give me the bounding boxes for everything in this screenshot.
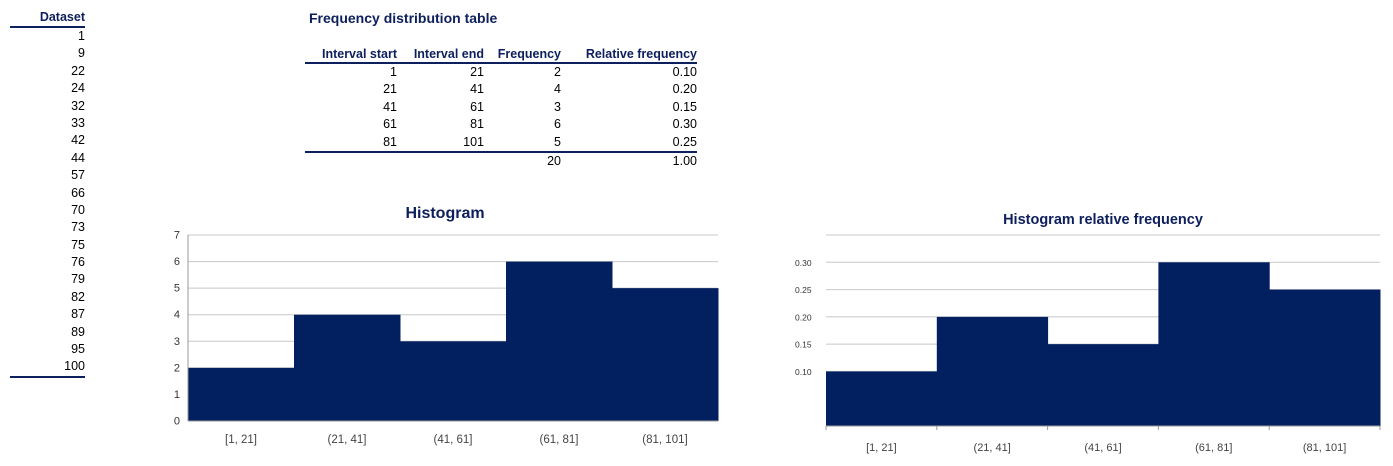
col-header-relative-frequency: Relative frequency bbox=[561, 46, 697, 64]
y-tick-label: 0.10 bbox=[795, 367, 812, 377]
dataset-value: 24 bbox=[71, 81, 85, 96]
table-totals-row: 20 1.00 bbox=[305, 152, 697, 170]
dataset-value: 44 bbox=[71, 150, 85, 165]
y-tick-label: 0 bbox=[174, 416, 180, 428]
col-header-frequency: Frequency bbox=[484, 46, 561, 64]
frequency-table: Interval start Interval end Frequency Re… bbox=[305, 46, 697, 170]
y-tick-label: 5 bbox=[174, 283, 180, 295]
x-tick-label: (81, 101] bbox=[642, 434, 687, 446]
x-tick-label: (81, 101] bbox=[1303, 442, 1346, 454]
histogram-bar bbox=[294, 314, 401, 421]
table-total-cell: 20 bbox=[547, 154, 561, 169]
histogram-bar bbox=[612, 288, 719, 421]
y-tick-label: 0.25 bbox=[795, 285, 812, 295]
table-row: 61 81 6 0.30 bbox=[305, 116, 697, 133]
table-cell: 0.20 bbox=[672, 82, 697, 97]
dataset-value: 87 bbox=[71, 307, 85, 322]
dataset-value: 70 bbox=[71, 202, 85, 217]
table-cell: 0.30 bbox=[672, 117, 697, 132]
table-cell: 2 bbox=[554, 65, 561, 79]
col-header-interval-start: Interval start bbox=[305, 46, 397, 64]
histogram-bar bbox=[1269, 289, 1381, 426]
table-cell: 21 bbox=[383, 82, 397, 97]
histogram-bar bbox=[1158, 262, 1270, 426]
dataset-header: Dataset bbox=[10, 10, 85, 28]
table-total-cell: 1.00 bbox=[672, 154, 697, 169]
dataset-values: 1 9 22 24 32 33 42 44 57 66 70 73 75 76 79 82 87 89 95 100 bbox=[10, 28, 85, 378]
dataset-value: 95 bbox=[71, 342, 85, 357]
table-cell: 0.25 bbox=[561, 133, 697, 154]
y-tick-label: 3 bbox=[174, 336, 180, 348]
dataset-value: 66 bbox=[71, 185, 85, 200]
table-row: 21 41 4 0.20 bbox=[305, 81, 697, 98]
x-tick-label: [1, 21] bbox=[225, 434, 257, 446]
y-tick-label: 0.20 bbox=[795, 312, 812, 322]
dataset-value: 100 bbox=[64, 359, 85, 374]
x-tick-label: (21, 41] bbox=[974, 442, 1011, 454]
histogram-bar bbox=[400, 341, 507, 421]
y-tick-label: 7 bbox=[174, 230, 180, 242]
dataset-value: 32 bbox=[71, 98, 85, 113]
histogram-bar bbox=[826, 371, 938, 426]
x-tick-label: (21, 41] bbox=[328, 434, 367, 446]
dataset-value: 22 bbox=[71, 63, 85, 78]
y-tick-label: 4 bbox=[174, 309, 180, 321]
chart-title: Histogram bbox=[405, 205, 484, 222]
table-cell: 41 bbox=[383, 99, 397, 114]
dataset-value: 76 bbox=[71, 255, 85, 270]
histogram-bar bbox=[188, 367, 295, 421]
x-tick-label: (41, 61] bbox=[1084, 442, 1121, 454]
table-cell: 21 bbox=[470, 65, 484, 79]
dataset-value: 75 bbox=[71, 237, 85, 252]
table-cell: 61 bbox=[383, 117, 397, 132]
y-tick-label: 6 bbox=[174, 256, 180, 268]
table-cell: 1 bbox=[390, 65, 397, 79]
x-tick-label: (61, 81] bbox=[540, 434, 579, 446]
table-cell: 81 bbox=[470, 117, 484, 132]
table-cell: 41 bbox=[470, 82, 484, 97]
table-cell: 61 bbox=[470, 99, 484, 114]
table-cell: 6 bbox=[554, 117, 561, 132]
table-cell: 0.10 bbox=[672, 65, 697, 79]
dataset-value: 1 bbox=[78, 29, 85, 43]
dataset-value: 79 bbox=[71, 272, 85, 287]
table-cell: 101 bbox=[397, 133, 484, 154]
histogram-bar bbox=[1047, 344, 1159, 426]
table-row: 81 101 5 0.25 bbox=[305, 133, 697, 154]
dataset-value: 73 bbox=[71, 220, 85, 235]
table-cell: 5 bbox=[484, 133, 561, 154]
dataset-value: 82 bbox=[71, 289, 85, 304]
frequency-table-header-row: Interval start Interval end Frequency Re… bbox=[305, 46, 697, 64]
table-cell: 81 bbox=[305, 133, 397, 154]
histogram-bar bbox=[506, 261, 613, 421]
y-tick-label: 0.15 bbox=[795, 340, 812, 350]
table-row: 41 61 3 0.15 bbox=[305, 99, 697, 116]
table-cell: 4 bbox=[554, 82, 561, 97]
dataset-value: 9 bbox=[78, 46, 85, 61]
dataset-value: 57 bbox=[71, 168, 85, 183]
col-header-interval-end: Interval end bbox=[397, 46, 484, 64]
y-tick-label: 1 bbox=[174, 389, 180, 401]
x-tick-label: (41, 61] bbox=[434, 434, 473, 446]
y-tick-label: 2 bbox=[174, 362, 180, 374]
frequency-table-title: Frequency distribution table bbox=[309, 10, 498, 26]
chart-title: Histogram relative frequency bbox=[1003, 212, 1203, 228]
table-cell: 0.15 bbox=[672, 99, 697, 114]
dataset-column: Dataset 1 9 22 24 32 33 42 44 57 66 70 73 75 76 79 82 87… bbox=[10, 10, 85, 378]
y-tick-label: 0.30 bbox=[795, 258, 812, 268]
x-tick-label: (61, 81] bbox=[1195, 442, 1232, 454]
dataset-value: 33 bbox=[71, 115, 85, 130]
dataset-value: 89 bbox=[71, 324, 85, 339]
table-row: 1 21 2 0.10 bbox=[305, 63, 697, 81]
dataset-value: 42 bbox=[71, 133, 85, 148]
x-tick-label: [1, 21] bbox=[866, 442, 897, 454]
table-cell: 3 bbox=[554, 99, 561, 114]
histogram-bar bbox=[936, 316, 1049, 426]
